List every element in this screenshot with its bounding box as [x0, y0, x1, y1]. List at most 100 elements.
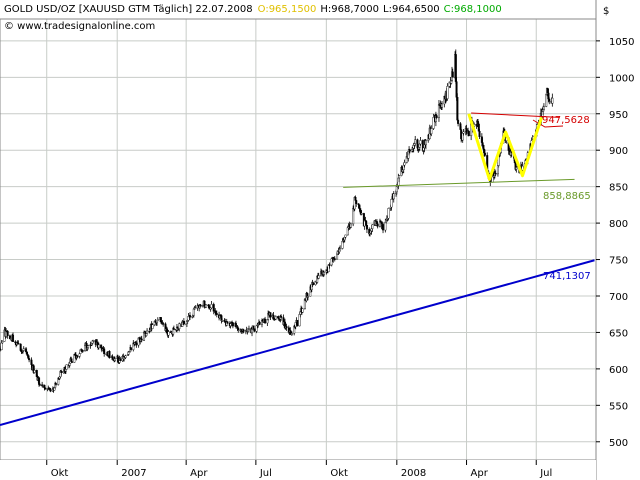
candle-body [108, 351, 111, 358]
trend-line [0, 259, 595, 426]
candle-body [159, 317, 162, 322]
candle-body [97, 344, 100, 348]
candle-body [54, 383, 57, 385]
candle-body [78, 353, 81, 357]
candle-body [28, 358, 31, 361]
y-tick-label: 1000 [609, 73, 634, 84]
y-tick-label: 650 [609, 328, 628, 339]
candle-body [312, 282, 315, 285]
y-tick-label: 500 [609, 438, 628, 449]
candle-body [274, 316, 277, 320]
header-open: O:965,1500 [258, 4, 317, 15]
header-title: GOLD USD/OZ [XAUUSD GTM Täglich] 22.07.2… [4, 4, 253, 15]
candle-body [253, 328, 256, 332]
ticks-layer: 500 550 600 650 700 750 800 850 900 950 1000 1050 Ok… [46, 37, 634, 479]
candle-body [38, 384, 41, 386]
candle-body [403, 162, 406, 166]
candle-body [6, 330, 9, 336]
candle-body [483, 152, 486, 156]
candle-body [68, 363, 71, 366]
candle-body [333, 258, 336, 260]
candle-body [124, 355, 127, 358]
candle-body [258, 321, 261, 325]
candle-body [355, 200, 358, 204]
x-tick-label: 2007 [121, 468, 146, 479]
candle-body [65, 364, 68, 370]
candle-body [140, 338, 143, 341]
candle-body [290, 333, 293, 335]
candle-body [64, 369, 67, 372]
candle-body [119, 358, 122, 361]
candle-body [323, 271, 326, 275]
candle-body [376, 223, 379, 227]
candle-body [215, 313, 218, 315]
candle-body [360, 213, 363, 215]
candle-body [188, 315, 191, 318]
candle-body [414, 139, 417, 144]
header-info: GOLD USD/OZ [XAUUSD GTM Täglich] 22.07.2… [4, 4, 502, 15]
lines-layer: 947,5628 858,8865 741,1307 [0, 112, 595, 426]
candle-body [456, 97, 459, 121]
candle-body [339, 248, 342, 251]
candle-body [451, 71, 454, 78]
candle-body [424, 140, 427, 146]
candle-body [151, 324, 154, 329]
candle-body [1, 341, 4, 344]
candle-body [113, 358, 116, 362]
resistance-line [471, 112, 560, 118]
grid-layer [0, 19, 596, 460]
y-tick-label: 700 [609, 292, 628, 303]
candle-body [60, 370, 63, 373]
candle-body [22, 348, 25, 351]
candle-body [71, 361, 74, 363]
candle-body [192, 308, 195, 316]
y-tick-label: 950 [609, 110, 628, 121]
x-tick-label: Okt [330, 468, 348, 479]
candle-body [87, 345, 90, 348]
candle-body [194, 307, 197, 309]
w-pattern-line [467, 113, 544, 181]
header-low: L:964,6500 [383, 4, 440, 15]
y-tick-label: 550 [609, 401, 628, 412]
candle-body [81, 350, 84, 352]
y-tick-label: 900 [609, 146, 628, 157]
candle-body [226, 321, 229, 324]
support-line [343, 178, 575, 188]
candle-body [430, 128, 433, 135]
x-tick-label: Jul [539, 468, 552, 479]
candle-body [371, 224, 374, 229]
candle-body [234, 323, 237, 327]
x-tick-label: Okt [51, 468, 69, 479]
candle-body [328, 264, 331, 267]
source-credit: © www.tradesignalonline.com [4, 21, 155, 32]
candle-body [103, 348, 106, 355]
candle-body [199, 304, 202, 307]
candle-body [17, 343, 20, 345]
candle-body [408, 149, 411, 152]
candle-body [183, 323, 186, 326]
candle-body [172, 328, 175, 330]
candle-body [242, 329, 245, 332]
candle-body [167, 331, 170, 336]
candle-body [494, 172, 497, 175]
candle-body [156, 319, 159, 322]
candle-body [457, 119, 460, 124]
candle-body [252, 325, 255, 329]
candle-body [441, 103, 444, 108]
resistance-bracket [532, 119, 564, 128]
candle-body [272, 314, 275, 319]
candle-body [382, 224, 385, 231]
candles-layer [0, 49, 554, 393]
x-tick-label: Jul [259, 468, 272, 479]
candle-body [462, 131, 465, 134]
y-tick-label: 850 [609, 183, 628, 194]
candle-body [264, 318, 267, 324]
currency-label: $ [603, 6, 609, 17]
candle-body [521, 165, 524, 171]
resistance-value-label: 947,5628 [542, 115, 590, 126]
price-axis-panel [596, 0, 640, 480]
x-tick-label: Apr [190, 468, 208, 479]
candle-body [221, 320, 224, 322]
candle-body [446, 86, 449, 99]
